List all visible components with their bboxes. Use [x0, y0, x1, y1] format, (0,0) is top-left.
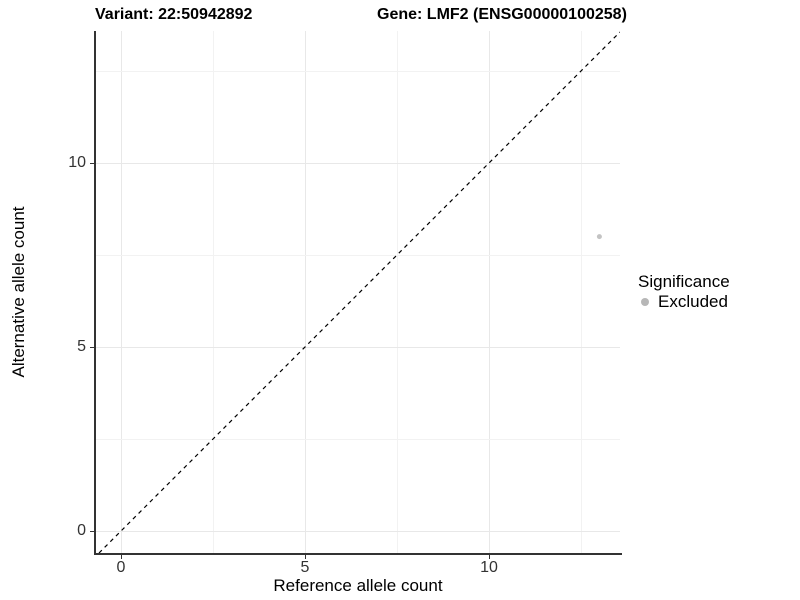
gridline-y-5 — [96, 347, 620, 348]
legend-item-label: Excluded — [658, 292, 728, 311]
gridline-y-12_5 — [96, 71, 620, 72]
y-tick-mark-0 — [90, 531, 94, 532]
plot-panel — [96, 31, 620, 553]
x-tick-mark-10 — [489, 555, 490, 559]
y-axis-title: Alternative allele count — [9, 206, 28, 378]
plot-canvas — [98, 31, 620, 553]
data-point — [596, 234, 602, 240]
gridline-y-7_5 — [96, 255, 620, 256]
legend-item-excluded: Excluded — [638, 292, 730, 311]
gridline-x-5 — [305, 31, 306, 553]
variant-title: Variant: 22:50942892 — [95, 6, 253, 23]
x-tick-mark-0 — [121, 555, 122, 559]
gridline-y-10 — [96, 163, 620, 164]
gridline-x-0 — [121, 31, 122, 553]
y-tick-label-0: 0 — [77, 522, 86, 539]
x-axis-title: Reference allele count — [273, 576, 443, 595]
gridline-x-10 — [489, 31, 490, 553]
gene-title: Gene: LMF2 (ENSG00000100258) — [377, 6, 627, 23]
y-tick-label-5: 5 — [77, 338, 86, 355]
x-tick-label-10: 10 — [480, 559, 498, 576]
y-tick-label-10: 10 — [68, 154, 86, 171]
gridline-x-7_5 — [397, 31, 398, 553]
gridline-y-0 — [96, 531, 620, 532]
y-axis-line — [94, 31, 96, 555]
identity-reference-line — [98, 31, 620, 553]
legend: Significance Excluded — [638, 272, 730, 311]
x-tick-label-5: 5 — [300, 559, 310, 576]
y-tick-mark-10 — [90, 163, 94, 164]
x-axis-line — [94, 553, 622, 555]
y-tick-mark-5 — [90, 347, 94, 348]
gridline-x-2_5 — [213, 31, 214, 553]
legend-title: Significance — [638, 272, 730, 291]
gridline-y-2_5 — [96, 439, 620, 440]
gridline-x-12_5 — [581, 31, 582, 553]
x-tick-label-0: 0 — [116, 559, 126, 576]
excluded-point-icon — [641, 297, 649, 306]
x-tick-mark-5 — [305, 555, 306, 559]
